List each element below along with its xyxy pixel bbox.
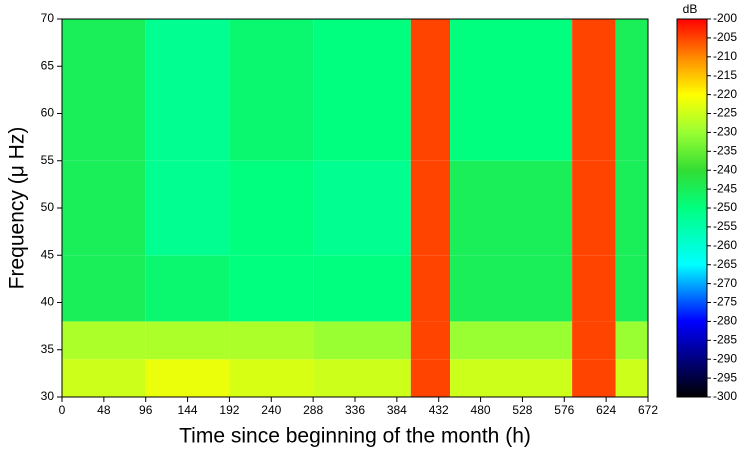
y-tick-label: 30 — [41, 389, 55, 403]
colorbar-tick-label: -285 — [713, 332, 737, 346]
x-tick-label: 0 — [59, 403, 66, 417]
x-tick-label: 624 — [596, 403, 616, 417]
heatmap-cell — [411, 359, 450, 397]
colorbar-tick-label: -250 — [713, 200, 737, 214]
colorbar-tick-label: -260 — [713, 238, 737, 252]
y-tick-label: 40 — [41, 295, 55, 309]
y-tick-label: 35 — [41, 342, 55, 356]
x-tick-label: 288 — [303, 403, 323, 417]
heatmap-cell — [313, 359, 411, 397]
heatmap-cell — [229, 255, 313, 321]
y-tick-label: 60 — [41, 106, 55, 120]
colorbar-tick-label: -290 — [713, 351, 737, 365]
heatmap-cell — [572, 255, 616, 321]
heatmap-cell — [313, 19, 411, 161]
colorbar-tick-label: -255 — [713, 219, 737, 233]
heatmap-cell — [572, 161, 616, 256]
colorbar-tick-label: -300 — [713, 389, 737, 403]
colorbar-tick-label: -295 — [713, 370, 737, 384]
heatmap-cell — [229, 359, 313, 397]
heatmap-cell — [313, 161, 411, 256]
x-tick-label: 192 — [219, 403, 239, 417]
x-tick-label: 672 — [638, 403, 658, 417]
x-tick-label: 144 — [178, 403, 198, 417]
colorbar-tick-label: -215 — [713, 68, 737, 82]
heatmap-cell — [572, 19, 616, 161]
heatmap-cell — [450, 359, 572, 397]
heatmap-cell — [616, 255, 648, 321]
heatmap-cell — [411, 19, 450, 161]
x-tick-label: 96 — [139, 403, 153, 417]
heatmap-cell — [450, 321, 572, 359]
x-axis-title: Time since beginning of the month (h) — [179, 425, 531, 448]
heatmap-cell — [62, 19, 146, 161]
heatmap-cell — [146, 161, 230, 256]
heatmap-cell — [62, 161, 146, 256]
x-tick-label: 576 — [554, 403, 574, 417]
heatmap-cell — [616, 359, 648, 397]
x-tick-label: 432 — [429, 403, 449, 417]
heatmap-cell — [450, 19, 572, 161]
x-tick-label: 240 — [261, 403, 281, 417]
heatmap-cell — [616, 161, 648, 256]
colorbar-tick-label: -235 — [713, 143, 737, 157]
colorbar-tick-label: -245 — [713, 181, 737, 195]
colorbar-tick-label: -280 — [713, 314, 737, 328]
y-tick-label: 65 — [41, 58, 55, 72]
colorbar-tick-label: -240 — [713, 162, 737, 176]
heatmap-cell — [62, 255, 146, 321]
heatmap-cell — [229, 161, 313, 256]
heatmap-cell — [572, 359, 616, 397]
colorbar-tick-label: -220 — [713, 87, 737, 101]
heatmap-cell — [450, 161, 572, 256]
colorbar-tick-label: -270 — [713, 276, 737, 290]
colorbar-tick-label: -230 — [713, 125, 737, 139]
colorbar-tick-label: -200 — [713, 11, 737, 25]
y-tick-label: 70 — [41, 11, 55, 25]
y-tick-label: 55 — [41, 153, 55, 167]
x-tick-label: 384 — [387, 403, 407, 417]
y-axis-title: Frequency (μ Hz) — [6, 127, 29, 290]
heatmap-cell — [616, 321, 648, 359]
colorbar — [677, 19, 707, 397]
colorbar-tick-label: -210 — [713, 49, 737, 63]
colorbar-tick-label: -205 — [713, 30, 737, 44]
heatmap-cell — [229, 19, 313, 161]
colorbar-title: dB — [683, 2, 698, 16]
heatmap-cell — [411, 255, 450, 321]
x-tick-label: 528 — [512, 403, 532, 417]
heatmap-cell — [146, 255, 230, 321]
heatmap-cell — [146, 19, 230, 161]
x-tick-label: 480 — [471, 403, 491, 417]
colorbar-tick-label: -265 — [713, 257, 737, 271]
heatmap-cell — [616, 19, 648, 161]
heatmap-cell — [450, 255, 572, 321]
colorbar-tick-label: -275 — [713, 295, 737, 309]
heatmap-cell — [313, 321, 411, 359]
heatmap-cell — [313, 255, 411, 321]
heatmap-cell — [146, 359, 230, 397]
heatmap-cell — [146, 321, 230, 359]
x-tick-label: 48 — [97, 403, 111, 417]
heatmap-cell — [572, 321, 616, 359]
heatmap-cell — [62, 359, 146, 397]
y-tick-label: 50 — [41, 200, 55, 214]
heatmap-cell — [229, 321, 313, 359]
heatmap-cell — [411, 161, 450, 256]
x-tick-label: 336 — [345, 403, 365, 417]
colorbar-tick-label: -225 — [713, 106, 737, 120]
y-tick-label: 45 — [41, 247, 55, 261]
heatmap-cell — [411, 321, 450, 359]
heatmap-cell — [62, 321, 146, 359]
